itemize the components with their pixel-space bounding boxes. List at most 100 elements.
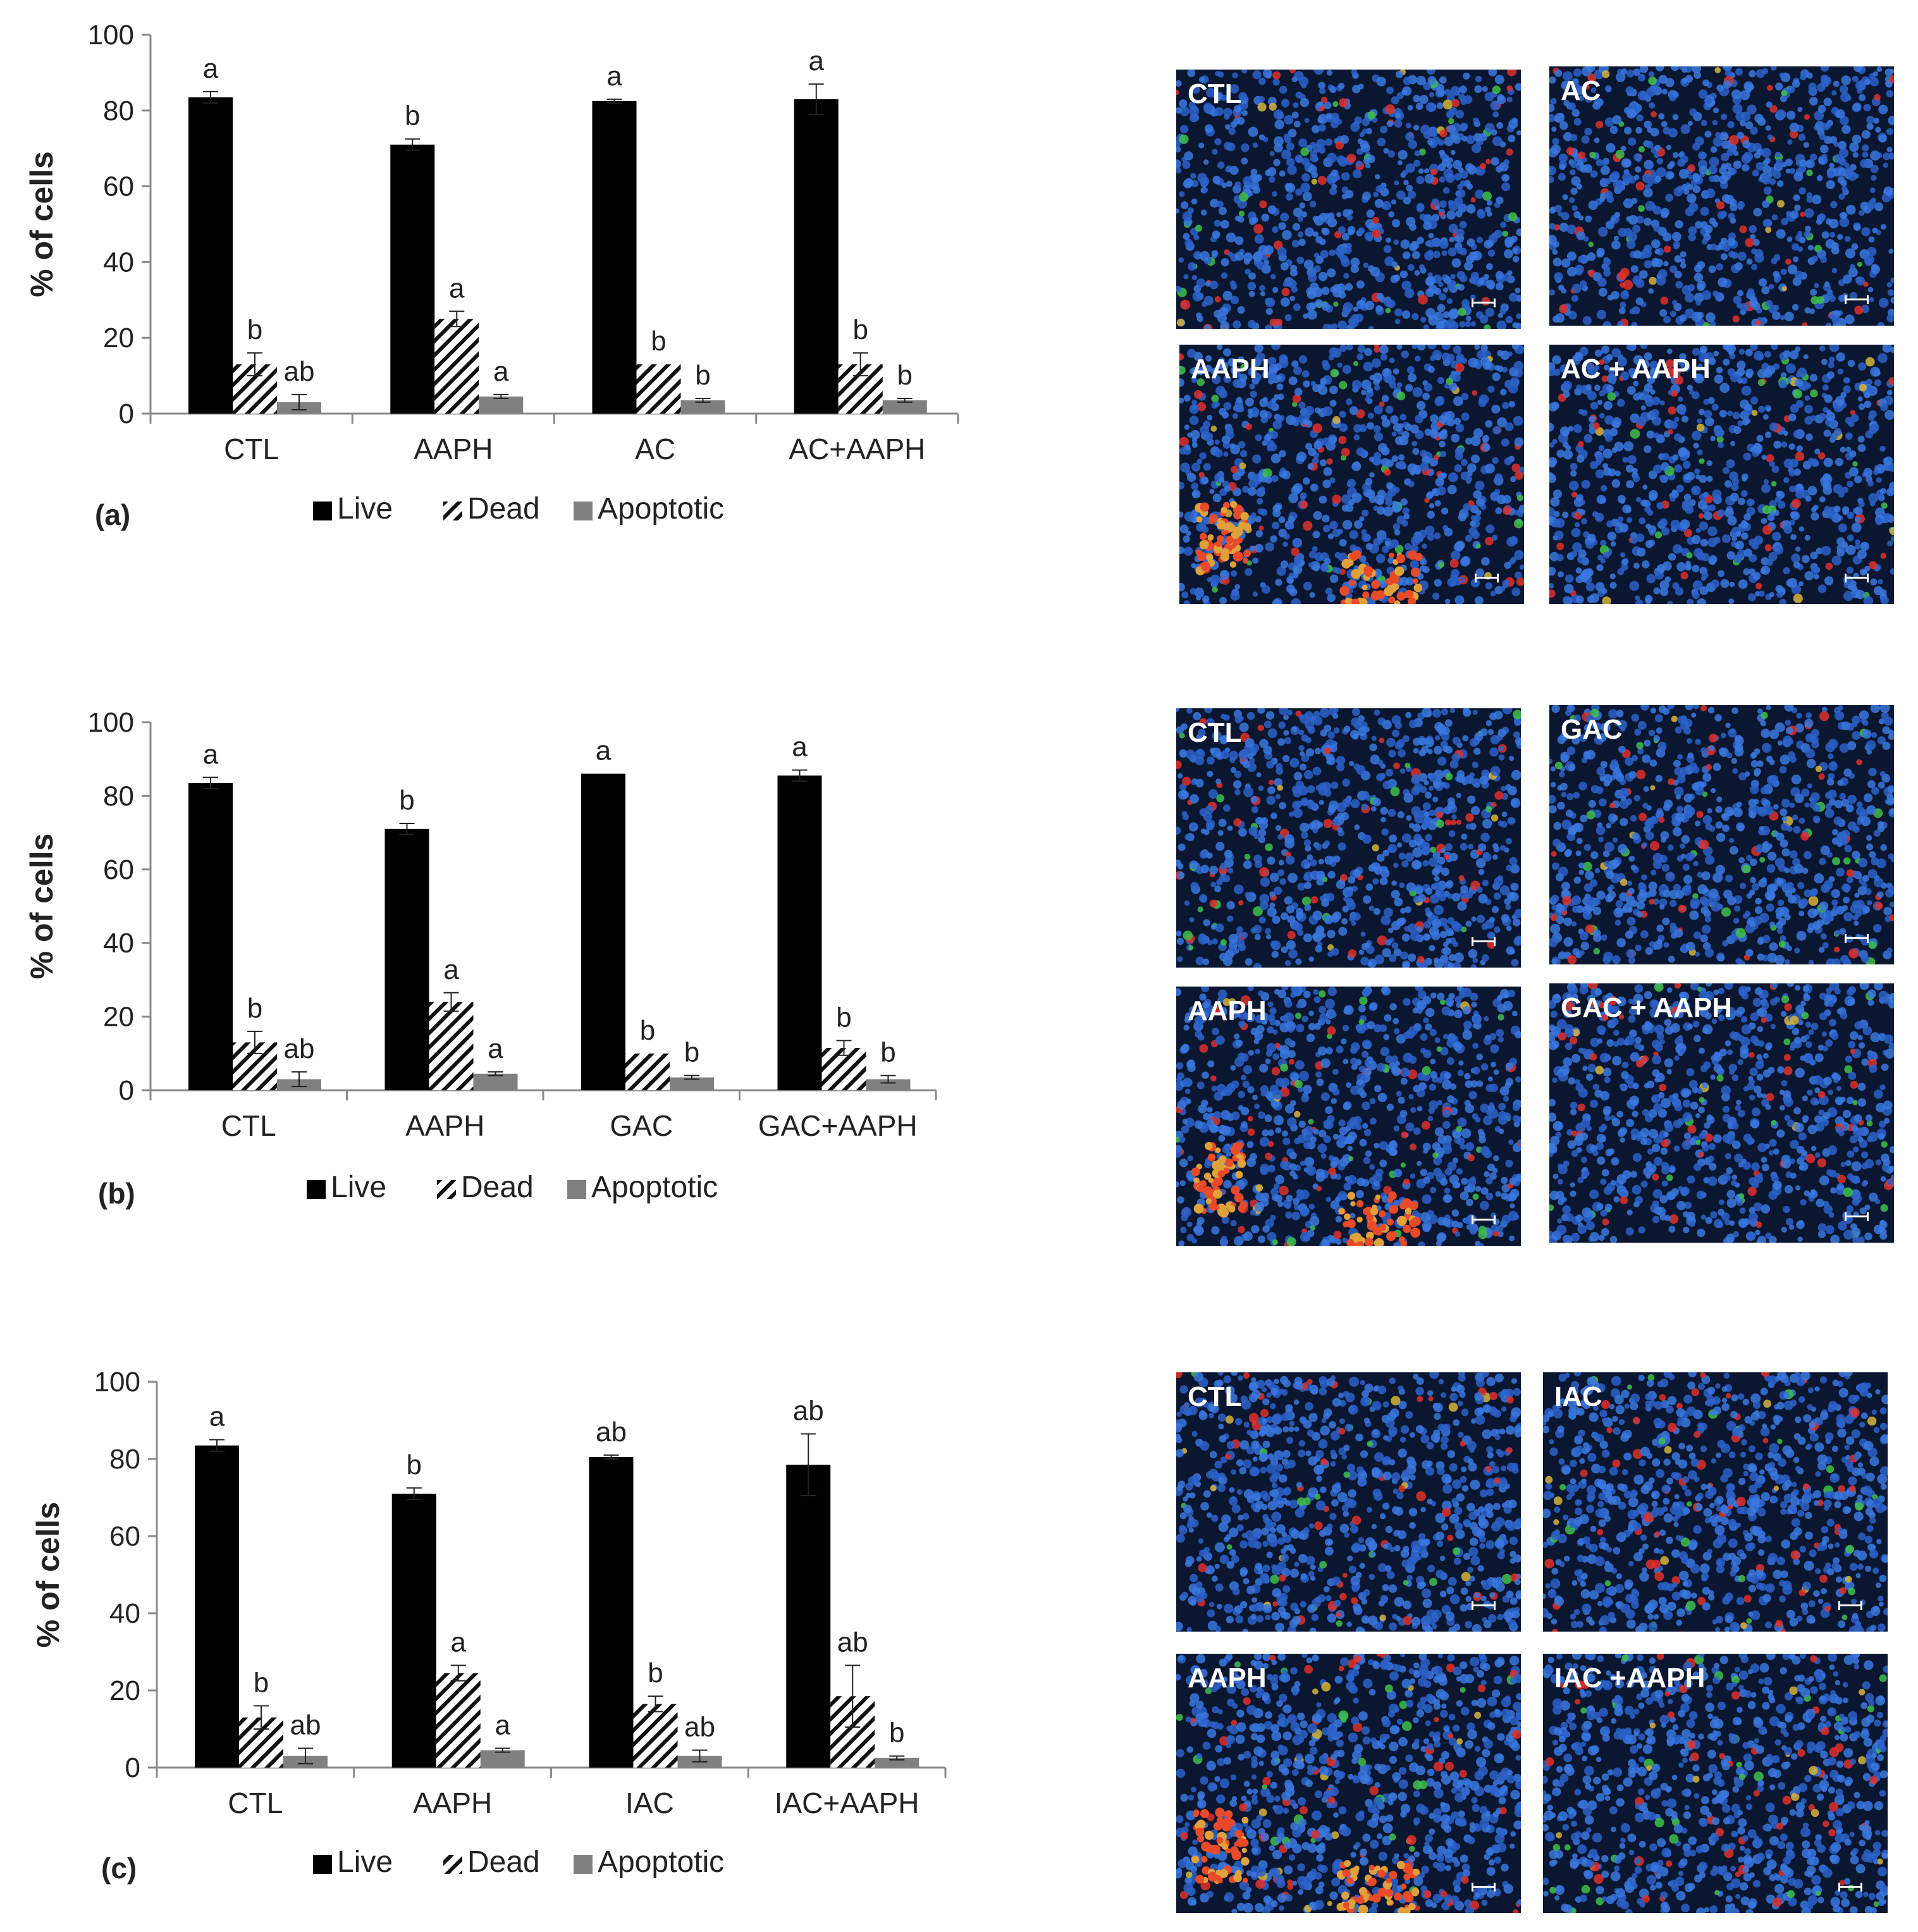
cell-dot bbox=[1271, 475, 1279, 483]
cell-dot bbox=[1458, 284, 1465, 291]
cell-dot bbox=[1570, 470, 1577, 477]
cell-dot bbox=[1263, 720, 1272, 729]
cell-dot bbox=[1595, 515, 1601, 520]
cell-dot bbox=[1184, 424, 1190, 430]
cell-dot bbox=[1346, 345, 1353, 351]
cell-dot bbox=[1255, 530, 1263, 538]
cell-dot bbox=[1733, 554, 1742, 563]
cell-dot bbox=[1270, 274, 1276, 280]
cell-dot bbox=[1233, 379, 1242, 388]
cell-dot bbox=[1858, 362, 1867, 371]
cell-dot bbox=[1730, 441, 1735, 446]
cell-dot bbox=[1423, 383, 1433, 392]
cell-dot bbox=[1750, 877, 1757, 883]
cell-dot bbox=[1817, 213, 1826, 221]
cell-dot bbox=[1179, 436, 1189, 447]
cell-dot bbox=[1265, 542, 1275, 551]
cell-dot bbox=[1829, 231, 1836, 238]
cell-dot bbox=[1211, 402, 1219, 409]
cell-dot bbox=[1590, 537, 1595, 543]
bar-live bbox=[195, 1445, 239, 1768]
cell-dot bbox=[1833, 80, 1840, 87]
cell-dot bbox=[1475, 596, 1484, 604]
cell-dot bbox=[1671, 66, 1680, 71]
micrograph-label: AC + AAPH bbox=[1561, 354, 1711, 385]
cell-dot bbox=[1199, 540, 1209, 550]
cell-dot bbox=[1838, 523, 1847, 532]
cell-dot bbox=[1307, 801, 1316, 809]
y-tick-label: 0 bbox=[119, 1075, 134, 1106]
cell-dot bbox=[1351, 885, 1358, 892]
cell-dot bbox=[1609, 428, 1618, 436]
significance-label: a bbox=[495, 1710, 511, 1741]
cell-dot bbox=[1826, 180, 1835, 190]
cell-dot bbox=[1347, 876, 1356, 884]
cell-dot bbox=[1862, 144, 1869, 152]
cell-dot bbox=[1879, 488, 1886, 495]
legend-label: Apoptotic bbox=[598, 1845, 724, 1879]
cell-dot bbox=[1425, 834, 1432, 842]
cell-dot bbox=[1484, 324, 1491, 329]
cell-dot bbox=[1508, 292, 1518, 302]
cell-dot bbox=[1461, 412, 1470, 421]
cell-dot bbox=[1320, 250, 1329, 259]
cell-dot bbox=[1552, 249, 1558, 255]
cell-dot bbox=[1623, 280, 1633, 290]
cell-dot bbox=[1807, 486, 1817, 496]
cell-dot bbox=[1179, 397, 1184, 403]
cell-dot bbox=[1606, 385, 1614, 393]
cell-dot bbox=[1423, 82, 1432, 90]
cell-dot bbox=[1380, 458, 1390, 467]
cell-dot bbox=[1290, 264, 1298, 272]
cell-dot bbox=[1764, 544, 1772, 551]
cell-dot bbox=[1691, 535, 1701, 545]
cell-dot bbox=[1293, 207, 1303, 218]
cell-dot bbox=[1464, 261, 1473, 271]
cell-dot bbox=[1434, 205, 1440, 211]
cell-dot bbox=[1810, 296, 1819, 305]
cell-dot bbox=[1209, 280, 1219, 290]
cell-dot bbox=[1176, 159, 1181, 169]
cell-dot bbox=[1218, 818, 1227, 827]
cell-dot bbox=[1439, 76, 1447, 84]
cell-dot bbox=[1485, 537, 1494, 546]
cell-dot bbox=[1626, 70, 1635, 78]
cell-dot bbox=[1233, 320, 1241, 329]
cell-dot bbox=[1401, 280, 1411, 291]
cell-dot bbox=[1617, 495, 1626, 503]
cell-dot bbox=[1356, 353, 1364, 360]
cell-dot bbox=[1793, 171, 1804, 182]
cell-dot bbox=[1369, 472, 1375, 478]
cell-dot bbox=[1243, 787, 1254, 797]
cell-dot bbox=[1573, 118, 1582, 126]
cell-dot bbox=[1802, 322, 1808, 326]
cell-dot bbox=[1340, 874, 1348, 882]
cell-dot bbox=[1837, 234, 1843, 240]
cell-dot bbox=[1626, 240, 1636, 249]
cell-dot bbox=[1821, 359, 1828, 366]
cell-dot bbox=[1672, 114, 1679, 120]
cell-dot bbox=[1322, 479, 1331, 488]
cell-dot bbox=[1199, 850, 1208, 859]
cell-dot bbox=[1749, 554, 1757, 563]
cell-dot bbox=[1214, 439, 1220, 445]
cell-dot bbox=[1617, 568, 1625, 575]
cell-dot bbox=[1432, 239, 1441, 247]
cell-dot bbox=[1253, 906, 1263, 916]
cell-dot bbox=[1513, 415, 1523, 426]
cell-dot bbox=[1339, 345, 1347, 352]
cell-dot bbox=[1280, 212, 1289, 222]
cell-dot bbox=[1221, 272, 1228, 279]
cell-dot bbox=[1709, 157, 1719, 167]
micrograph-image bbox=[1549, 66, 1894, 326]
cell-dot bbox=[1196, 516, 1203, 523]
cell-dot bbox=[1458, 446, 1465, 454]
cell-dot bbox=[1481, 769, 1490, 778]
cell-dot bbox=[1390, 415, 1399, 424]
cell-dot bbox=[1190, 588, 1197, 595]
cell-dot bbox=[1792, 389, 1802, 399]
cell-dot bbox=[1693, 443, 1699, 449]
cell-dot bbox=[1363, 362, 1373, 372]
cell-dot bbox=[1635, 297, 1644, 305]
cell-dot bbox=[1470, 520, 1477, 527]
